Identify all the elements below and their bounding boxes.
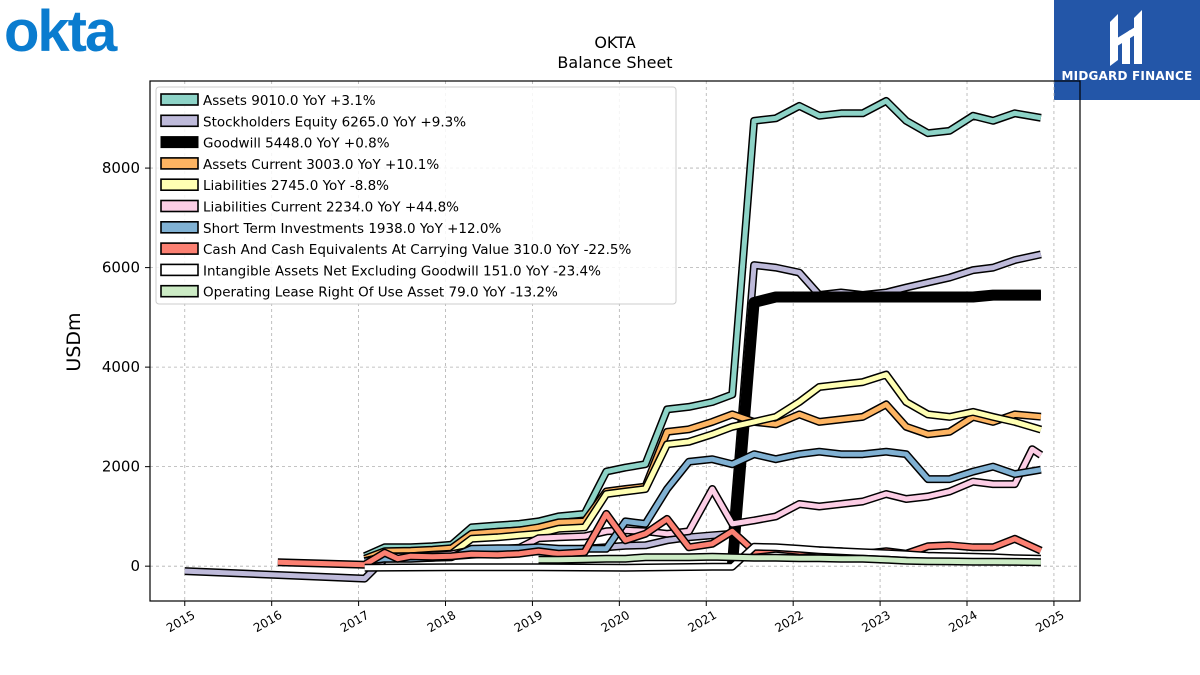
series-layer	[184, 96, 1044, 583]
legend: Assets 9010.0 YoY +3.1% Stockholders Equi…	[155, 86, 677, 305]
y-tick-label: 2000	[102, 458, 140, 476]
midgard-logo-mark	[1110, 10, 1142, 66]
x-tick-label: 2019	[512, 608, 545, 635]
x-tick-label: 2016	[251, 608, 284, 635]
legend-swatch	[160, 114, 199, 128]
series-8	[364, 542, 1041, 572]
y-axis-label: USDm	[63, 312, 85, 371]
legend-item: Goodwill 5448.0 YoY +0.8%	[160, 136, 390, 152]
legend-swatch	[160, 178, 199, 191]
chart-title: OKTA	[594, 33, 635, 52]
midgard-finance-logo: MIDGARD FINANCE	[1054, 0, 1200, 100]
x-tick-label: 2017	[338, 608, 371, 635]
legend-label: Liabilities 2745.0 YoY -8.8%	[203, 178, 389, 194]
y-tick-label: 4000	[102, 358, 140, 376]
series-line	[364, 449, 1042, 564]
legend-swatch	[160, 242, 199, 255]
legend-item: Assets Current 3003.0 YoY +10.1%	[160, 157, 439, 173]
series-line	[728, 291, 1041, 567]
series-line	[363, 98, 1042, 559]
legend-label: Cash And Cash Equivalents At Carrying Va…	[203, 242, 631, 258]
series-line	[538, 554, 1041, 565]
x-tick-label: 2023	[859, 608, 892, 635]
x-tick-label: 2018	[425, 608, 458, 635]
series-7	[277, 509, 1043, 569]
x-tick-label: 2024	[946, 608, 979, 635]
legend-swatch	[160, 157, 199, 170]
series-line	[364, 544, 1041, 571]
okta-logo: okta	[4, 0, 117, 64]
legend-swatch	[160, 199, 199, 213]
legend-label: Intangible Assets Net Excluding Goodwill…	[203, 263, 601, 279]
legend-label: Stockholders Equity 6265.0 YoY +9.3%	[203, 114, 466, 130]
y-tick-label: 0	[130, 557, 140, 575]
y-tick-label: 6000	[102, 259, 140, 277]
y-tick-label: 8000	[102, 159, 140, 177]
x-tick-label: 2022	[772, 608, 805, 635]
series-3	[363, 400, 1042, 563]
legend-box	[155, 86, 677, 305]
x-tick-label: 2021	[686, 608, 719, 635]
legend-item: Liabilities 2745.0 YoY -8.8%	[160, 178, 389, 194]
legend-label: Short Term Investments 1938.0 YoY +12.0%	[203, 221, 501, 237]
series-9	[538, 552, 1041, 567]
legend-item: Intangible Assets Net Excluding Goodwill…	[160, 263, 601, 279]
midgard-brand-text: MIDGARD FINANCE	[1061, 69, 1193, 83]
legend-item: Short Term Investments 1938.0 YoY +12.0%	[160, 221, 501, 237]
x-tick-label: 2025	[1033, 608, 1066, 635]
legend-label: Operating Lease Right Of Use Asset 79.0 …	[203, 285, 558, 301]
series-6	[364, 447, 1042, 566]
legend-item: Operating Lease Right Of Use Asset 79.0 …	[160, 284, 558, 301]
legend-swatch	[160, 221, 199, 234]
legend-swatch	[160, 284, 199, 298]
legend-item: Stockholders Equity 6265.0 YoY +9.3%	[160, 114, 466, 130]
legend-label: Assets 9010.0 YoY +3.1%	[203, 93, 376, 109]
series-line	[364, 372, 1042, 564]
series-outline	[726, 289, 1041, 567]
x-tick-label: 2015	[164, 608, 197, 635]
legend-item: Liabilities Current 2234.0 YoY +44.8%	[160, 199, 459, 216]
x-tick-label: 2020	[599, 608, 632, 635]
legend-swatch	[160, 263, 199, 277]
series-line	[277, 511, 1042, 568]
series-line	[363, 401, 1042, 562]
chart-subtitle: Balance Sheet	[557, 53, 672, 72]
legend-label: Goodwill 5448.0 YoY +0.8%	[203, 136, 390, 152]
series-4	[363, 370, 1043, 566]
legend-label: Liabilities Current 2234.0 YoY +44.8%	[203, 200, 459, 216]
legend-swatch	[160, 136, 199, 149]
legend-item: Cash And Cash Equivalents At Carrying Va…	[160, 242, 631, 258]
plot-frame	[149, 80, 1081, 602]
series-0	[363, 96, 1042, 560]
legend-swatch	[160, 93, 199, 106]
legend-item: Assets 9010.0 YoY +3.1%	[160, 93, 376, 109]
series-2	[726, 289, 1041, 567]
legend-label: Assets Current 3003.0 YoY +10.1%	[203, 157, 439, 173]
